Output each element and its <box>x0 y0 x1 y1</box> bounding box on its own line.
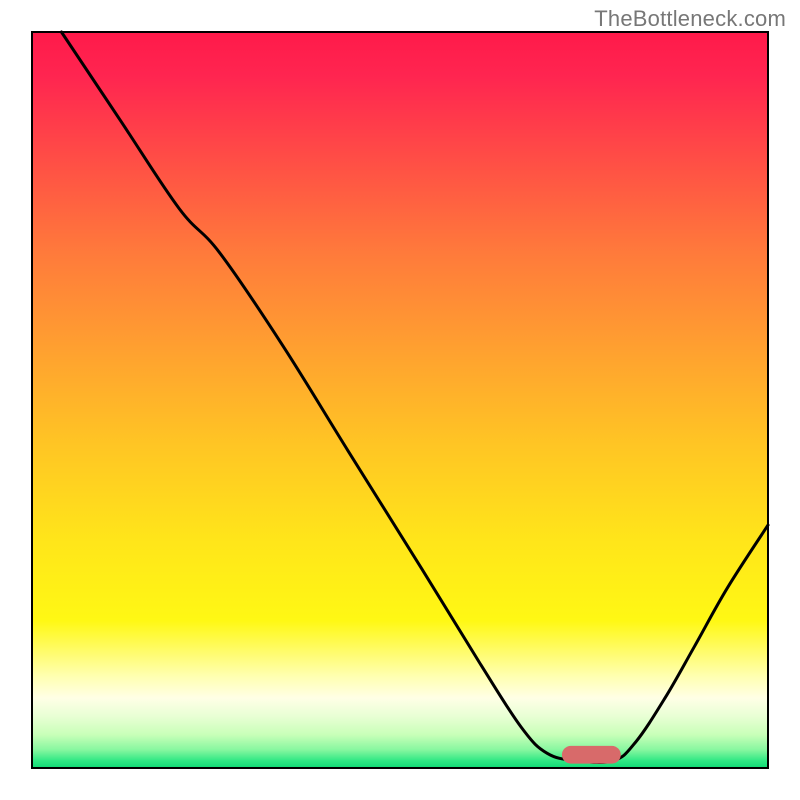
plot-background <box>32 32 768 768</box>
optimal-marker <box>562 746 621 764</box>
bottleneck-chart: TheBottleneck.com <box>0 0 800 800</box>
chart-svg <box>0 0 800 800</box>
watermark-text: TheBottleneck.com <box>594 6 786 32</box>
